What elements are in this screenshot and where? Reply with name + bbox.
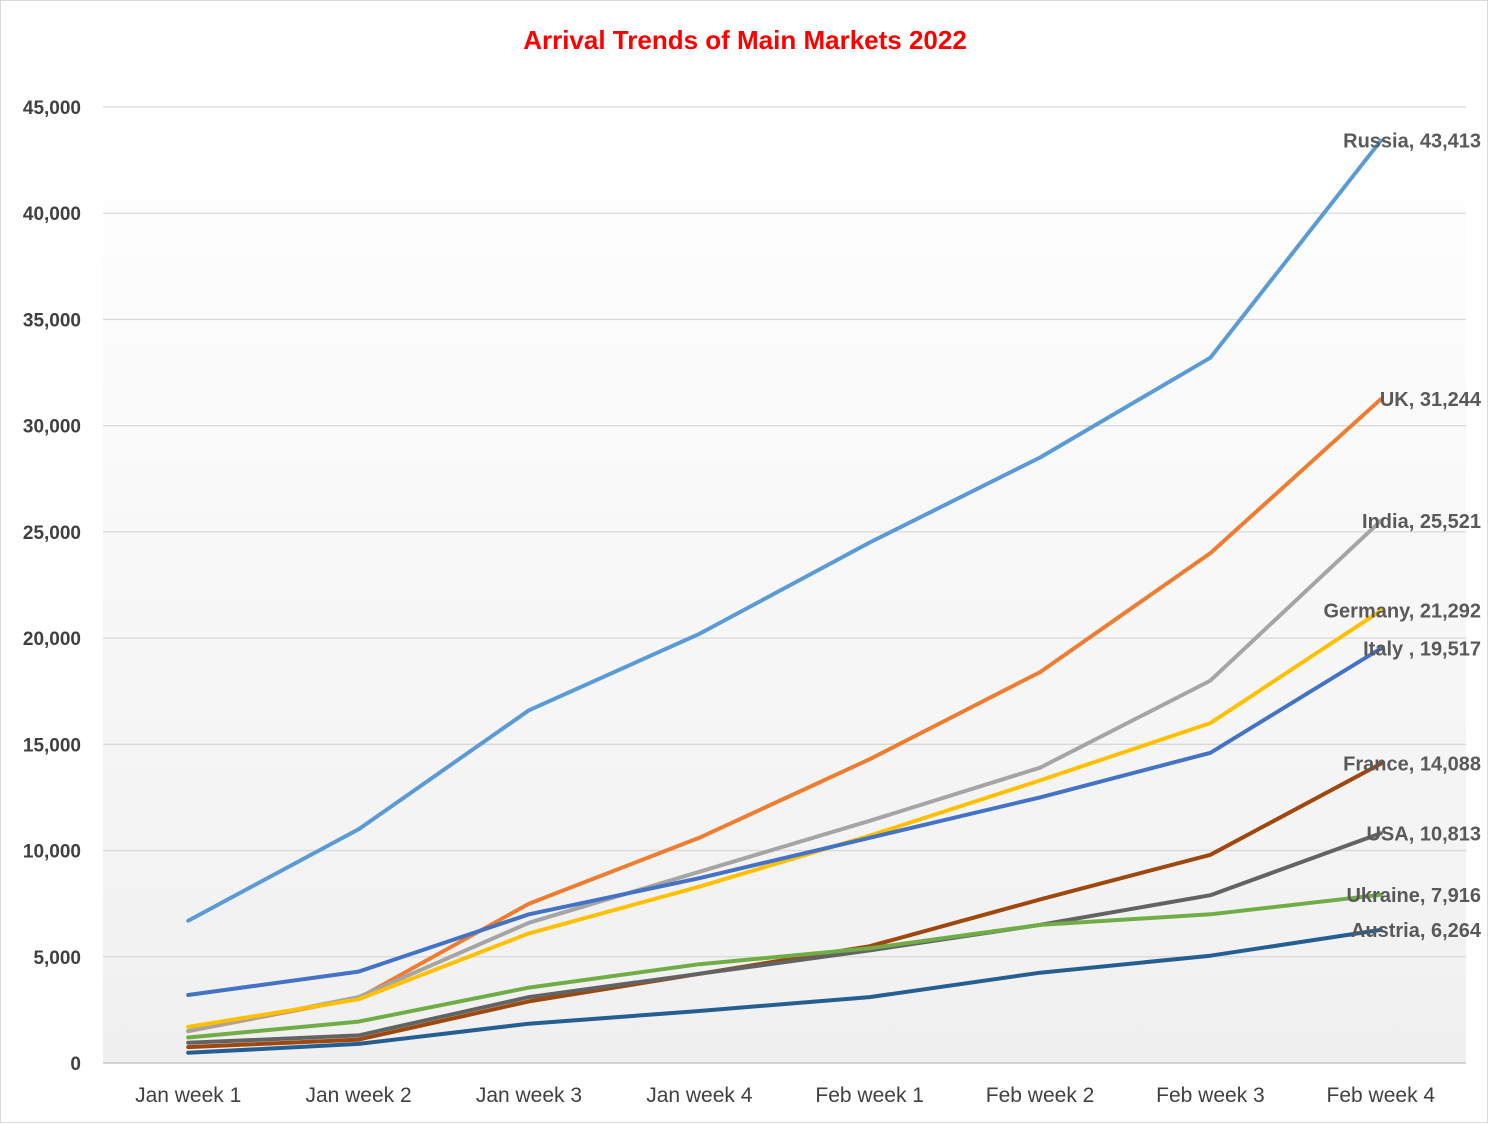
- data-label-germany: Germany, 21,292: [1323, 601, 1481, 623]
- series-line-russia: [186, 138, 1383, 923]
- x-tick-label: Feb week 2: [986, 1084, 1095, 1107]
- chart-title: Arrival Trends of Main Markets 2022: [523, 25, 967, 55]
- series-line-germany: [186, 608, 1383, 1029]
- y-axis-ticks: 0 5,000 10,000 15,000 20,000 25,000 30,000 35,0…: [23, 98, 81, 1075]
- series-lines: [186, 138, 1383, 1055]
- y-tick-label: 15,000: [23, 735, 81, 756]
- y-tick-label: 25,000: [23, 523, 81, 544]
- series-line-italy: [186, 646, 1383, 997]
- series-line-austria: [186, 927, 1383, 1055]
- gridlines: [103, 106, 1466, 1064]
- y-tick-label: 30,000: [23, 417, 81, 438]
- y-tick-label: 35,000: [23, 310, 81, 331]
- x-tick-label: Feb week 4: [1327, 1084, 1436, 1107]
- x-tick-label: Jan week 4: [646, 1084, 753, 1107]
- x-tick-label: Jan week 2: [305, 1084, 411, 1107]
- data-label-france: France, 14,088: [1343, 754, 1481, 776]
- series-line-uk: [186, 397, 1383, 1034]
- y-tick-label: 0: [70, 1054, 81, 1075]
- series-line-ukraine: [186, 892, 1383, 1040]
- series-line-usa: [186, 831, 1383, 1045]
- x-tick-label: Feb week 1: [815, 1084, 924, 1107]
- y-tick-label: 40,000: [23, 204, 81, 225]
- data-label-uk: UK, 31,244: [1380, 389, 1482, 411]
- y-tick-label: 45,000: [23, 98, 81, 119]
- y-tick-label: 20,000: [23, 629, 81, 650]
- data-label-italy: Italy , 19,517: [1363, 638, 1481, 660]
- x-tick-label: Jan week 1: [135, 1084, 241, 1107]
- data-label-austria: Austria, 6,264: [1351, 920, 1482, 942]
- data-label-russia: Russia, 43,413: [1343, 131, 1481, 153]
- x-tick-label: Jan week 3: [476, 1084, 582, 1107]
- plot-area: [103, 107, 1466, 1063]
- end-labels: Russia, 43,413 UK, 31,244 India, 25,521 Ger…: [1323, 131, 1481, 942]
- x-tick-label: Feb week 3: [1156, 1084, 1265, 1107]
- data-label-usa: USA, 10,813: [1366, 823, 1481, 845]
- series-line-india: [186, 518, 1383, 1034]
- series-line-france: [186, 761, 1383, 1050]
- y-tick-label: 10,000: [23, 842, 81, 863]
- data-label-india: India, 25,521: [1362, 511, 1481, 533]
- data-label-ukraine: Ukraine, 7,916: [1346, 885, 1481, 907]
- y-tick-label: 5,000: [33, 948, 81, 969]
- x-axis-ticks: Jan week 1 Jan week 2 Jan week 3 Jan week 4…: [135, 1084, 1435, 1107]
